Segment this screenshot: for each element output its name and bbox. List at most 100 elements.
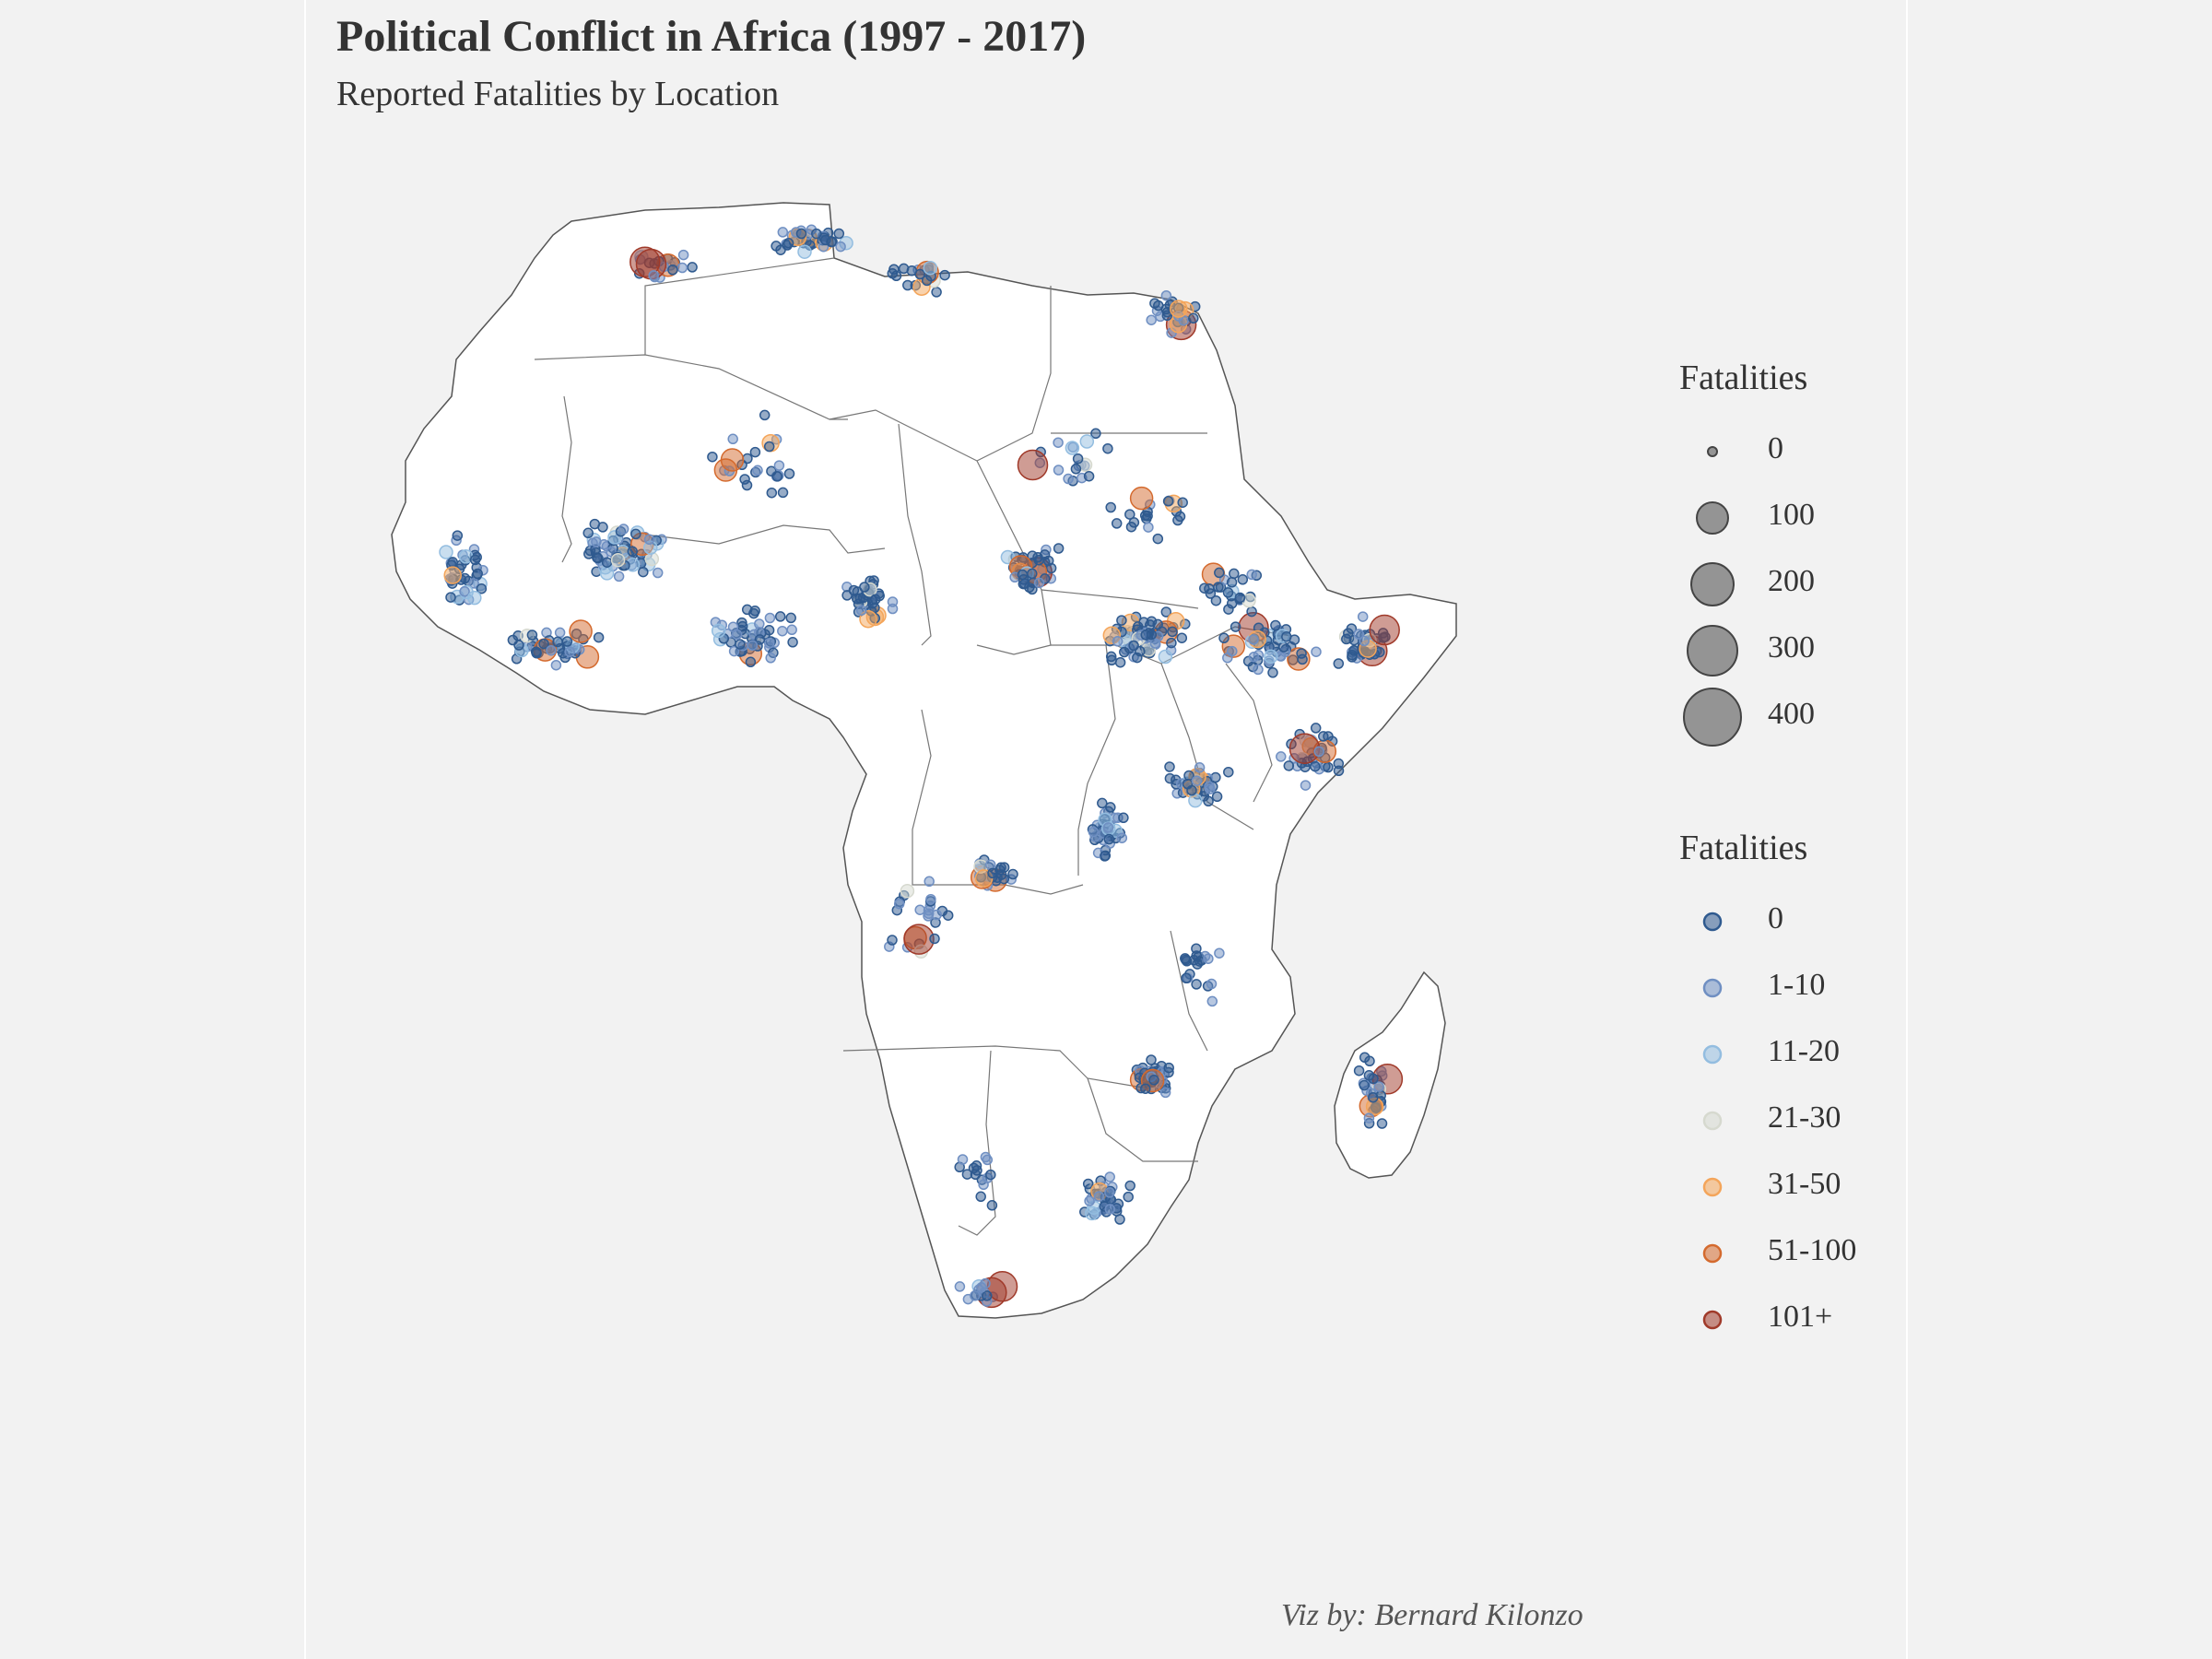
fatality-point xyxy=(476,582,488,594)
size-legend-label: 0 xyxy=(1768,431,1783,465)
fatality-point xyxy=(939,269,950,281)
fatality-point xyxy=(975,1191,986,1203)
fatality-point xyxy=(921,275,933,287)
fatality-point xyxy=(472,568,483,580)
fatality-point xyxy=(887,596,899,607)
fatality-point xyxy=(745,656,757,668)
fatality-point xyxy=(1082,1178,1094,1190)
fatality-point xyxy=(787,637,798,648)
color-legend-label: 1-10 xyxy=(1768,968,1826,1002)
fatality-point xyxy=(1143,522,1154,533)
size-legend-label: 400 xyxy=(1768,697,1815,731)
chart-subtitle: Reported Fatalities by Location xyxy=(336,75,780,113)
fatality-point xyxy=(459,585,470,597)
fatality-point xyxy=(1333,765,1345,777)
fatality-point xyxy=(1248,651,1260,663)
fatality-point xyxy=(1116,832,1128,843)
fatality-point xyxy=(526,629,538,641)
fatality-point xyxy=(613,571,625,582)
fatality-point xyxy=(591,536,602,547)
fatality-point xyxy=(1153,300,1164,312)
fatality-point xyxy=(727,621,739,633)
fatality-point xyxy=(924,876,935,888)
fatality-point xyxy=(1104,1187,1115,1198)
fatality-point xyxy=(1214,947,1225,959)
fatality-point xyxy=(961,1169,973,1180)
fatality-point xyxy=(667,265,678,276)
fatality-point xyxy=(593,631,605,643)
fatality-point xyxy=(1072,453,1084,465)
fatality-point xyxy=(1253,664,1264,676)
fatality-point xyxy=(1114,656,1126,668)
color-legend-label: 11-20 xyxy=(1768,1034,1841,1068)
fatality-point xyxy=(736,617,747,629)
fatality-point xyxy=(1017,449,1049,481)
fatality-point xyxy=(1206,995,1218,1007)
fatality-point xyxy=(1188,793,1203,808)
fatality-point xyxy=(1203,795,1214,807)
fatality-point xyxy=(1234,592,1246,604)
fatality-point xyxy=(833,228,845,240)
fatality-point xyxy=(923,260,938,276)
fatality-point xyxy=(1065,441,1080,455)
fatality-point xyxy=(835,241,846,253)
fatality-point xyxy=(707,451,718,463)
fatality-point xyxy=(513,640,524,651)
fatality-point xyxy=(1191,775,1203,786)
fatality-point xyxy=(1102,442,1113,454)
fatality-point xyxy=(1105,651,1117,663)
fatality-point xyxy=(1297,653,1308,665)
fatality-point xyxy=(592,552,604,564)
fatality-point xyxy=(925,893,936,905)
fatality-point xyxy=(1264,649,1278,665)
fatality-point xyxy=(764,612,776,624)
fatality-point xyxy=(589,518,601,530)
fatality-point xyxy=(771,471,783,482)
fatality-point xyxy=(561,636,573,647)
fatality-point xyxy=(1105,501,1116,513)
fatality-point xyxy=(1318,731,1329,742)
fatality-point xyxy=(1176,632,1188,643)
fatality-point xyxy=(1192,959,1203,970)
fatality-point xyxy=(902,279,913,291)
fatality-point xyxy=(1181,972,1192,984)
fatality-point xyxy=(1188,312,1199,324)
fatality-point xyxy=(1124,1180,1135,1192)
fatality-point xyxy=(887,935,898,946)
fatality-point xyxy=(1103,833,1115,845)
fatality-point xyxy=(1300,780,1312,791)
fatality-point xyxy=(1124,509,1135,520)
fatality-point xyxy=(1214,567,1225,579)
fatality-point xyxy=(766,487,778,499)
fatality-point xyxy=(1164,761,1175,772)
fatality-point xyxy=(931,909,942,921)
fatality-point xyxy=(1053,465,1065,476)
fatality-point xyxy=(903,924,935,955)
fatality-point xyxy=(1333,658,1345,669)
fatality-point xyxy=(777,625,788,637)
fatality-point xyxy=(1223,604,1234,615)
fatality-point xyxy=(1246,606,1257,618)
fatality-point xyxy=(1116,615,1127,626)
fatality-point xyxy=(765,653,776,664)
fatality-point xyxy=(1105,802,1116,813)
fatality-point xyxy=(1323,761,1334,773)
color-legend-label: 101+ xyxy=(1768,1300,1833,1334)
fatality-point xyxy=(1160,606,1172,618)
fatality-point xyxy=(1027,568,1038,580)
fatality-point xyxy=(914,268,925,280)
fatality-point xyxy=(1206,978,1218,990)
fatality-point xyxy=(1007,868,1018,880)
fatality-point xyxy=(1129,486,1154,511)
fatality-point xyxy=(1373,1081,1384,1092)
fatality-point xyxy=(752,465,763,477)
fatality-point xyxy=(985,1169,996,1181)
chart-title: Political Conflict in Africa (1997 - 201… xyxy=(336,12,1087,61)
fatality-point xyxy=(728,645,740,657)
fatality-point xyxy=(720,448,745,472)
fatality-point xyxy=(1222,587,1234,598)
fatality-point xyxy=(1162,496,1174,507)
fatality-point xyxy=(887,267,899,279)
fatality-point xyxy=(1213,582,1224,593)
